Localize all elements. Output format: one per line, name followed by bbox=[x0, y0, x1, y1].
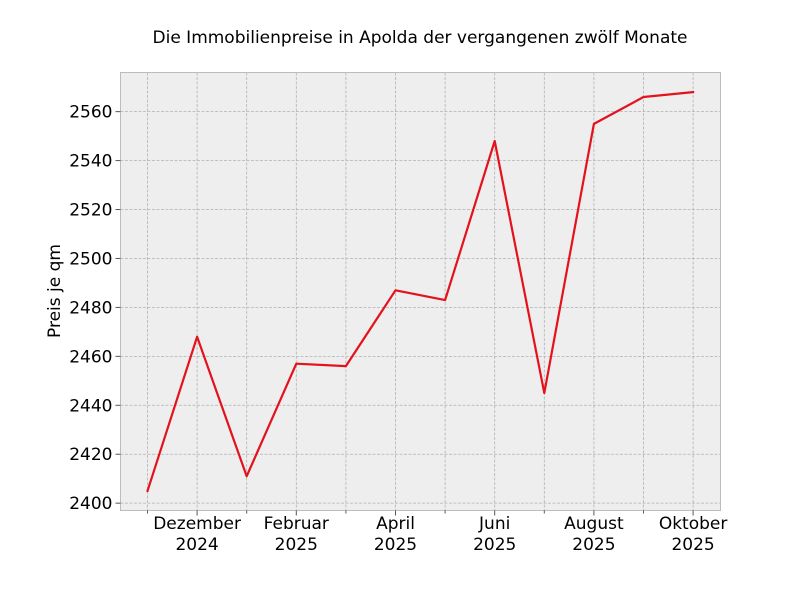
y-tick-label: 2420 bbox=[69, 445, 112, 465]
series-lines bbox=[146, 90, 695, 493]
chart-title: Die Immobilienpreise in Apolda der verga… bbox=[153, 28, 688, 48]
x-tick-label-year: 2025 bbox=[275, 535, 318, 555]
y-tick-label: 2520 bbox=[69, 201, 112, 221]
x-tick-label-month: April bbox=[376, 514, 415, 534]
x-tick-label-month: Dezember bbox=[153, 514, 241, 534]
plot-area bbox=[120, 72, 721, 511]
x-tick-label-year: 2025 bbox=[473, 535, 516, 555]
x-tick-label-year: 2025 bbox=[671, 535, 714, 555]
x-axis-ticks: Dezember2024Februar2025April2025Juni2025… bbox=[147, 510, 728, 555]
y-tick-label: 2440 bbox=[69, 396, 112, 416]
plot-frame bbox=[120, 72, 721, 511]
x-tick-label-year: 2025 bbox=[374, 535, 417, 555]
x-tick-label-year: 2025 bbox=[572, 535, 615, 555]
y-tick-label: 2460 bbox=[69, 347, 112, 367]
y-tick-label: 2400 bbox=[69, 494, 112, 514]
x-tick-label-year: 2024 bbox=[175, 535, 218, 555]
y-tick-label: 2540 bbox=[69, 152, 112, 172]
x-tick-label-month: August bbox=[564, 514, 624, 534]
y-tick-label: 2500 bbox=[69, 249, 112, 269]
y-axis-ticks: 2400 2420 2440 2460 2480 2500 2520 2540 2560 bbox=[69, 103, 121, 514]
y-tick-label: 2560 bbox=[69, 103, 112, 123]
x-tick-label-month: Februar bbox=[264, 514, 329, 534]
x-tick-label-month: Juni bbox=[478, 514, 510, 534]
y-tick-label: 2480 bbox=[69, 298, 112, 318]
series-line bbox=[146, 90, 695, 493]
y-axis-label: Preis je qm bbox=[45, 244, 65, 338]
x-tick-label-month: Oktober bbox=[659, 514, 728, 534]
